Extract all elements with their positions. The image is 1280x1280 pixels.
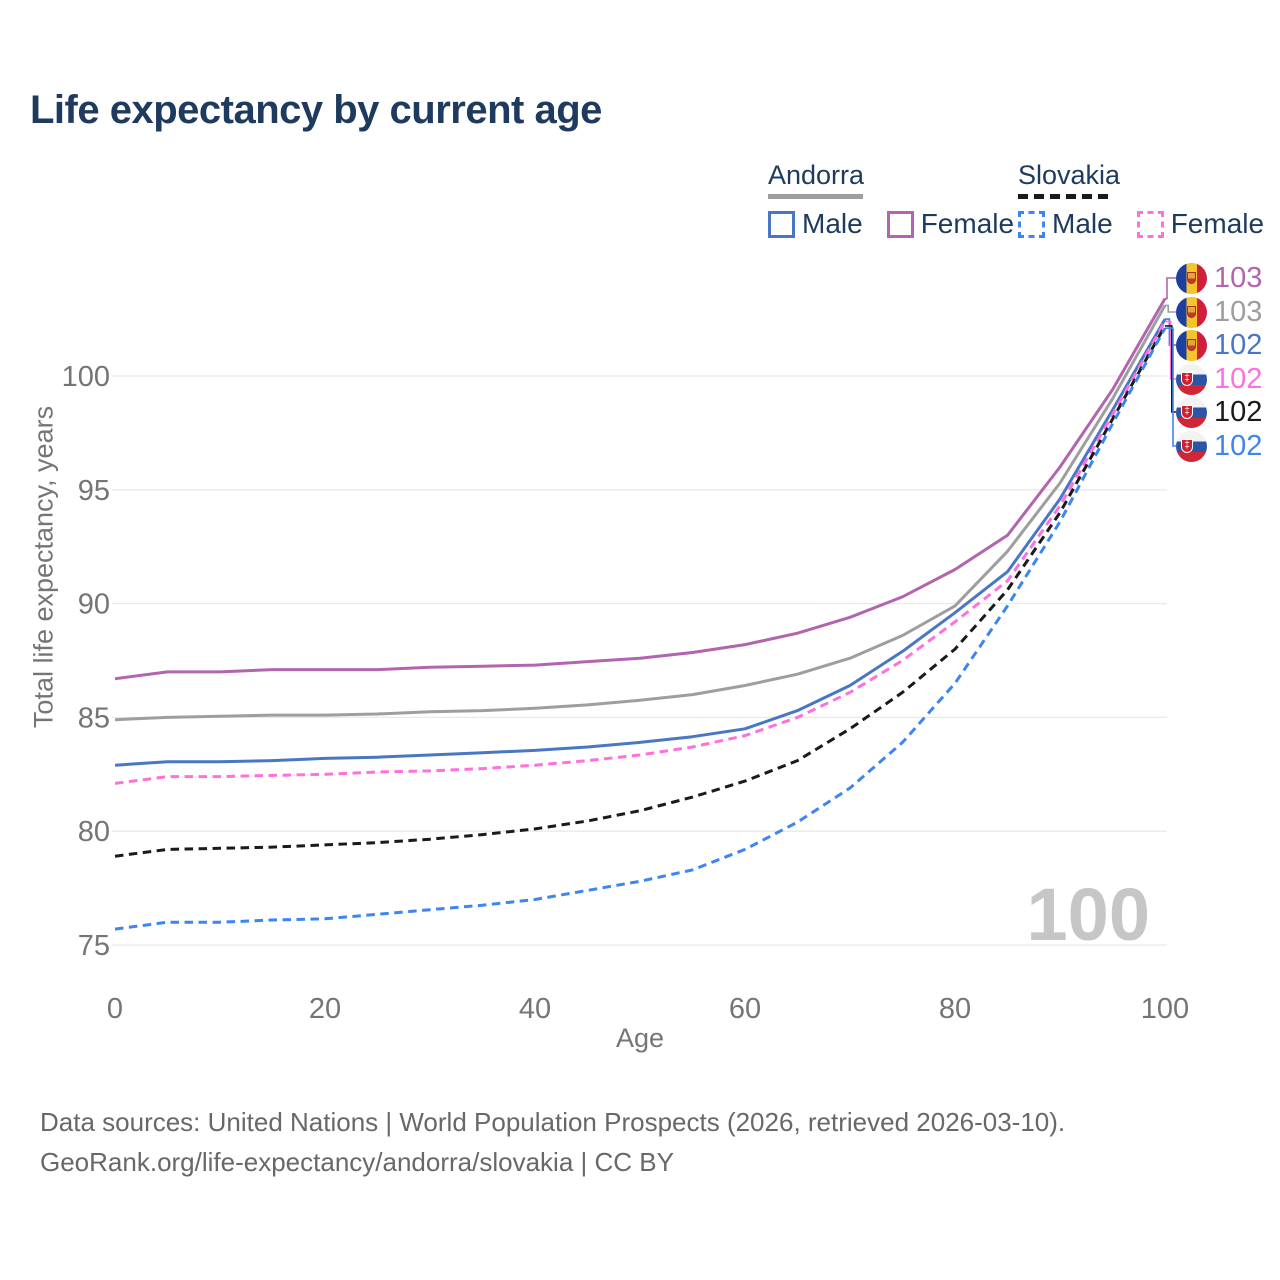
andorra-female-swatch-icon xyxy=(886,210,914,238)
x-tick-label-0: 0 xyxy=(107,993,123,1025)
series-line-slovakia-both-sexes xyxy=(114,325,1167,858)
legend-item-slovakia-female[interactable]: Female xyxy=(1136,208,1265,240)
legend-item-andorra-male[interactable]: Male xyxy=(768,208,863,240)
footer-attribution: GeoRank.org/life-expectancy/andorra/slov… xyxy=(40,1147,674,1177)
series-line-andorra-male xyxy=(114,318,1167,767)
series-line-slovakia-female xyxy=(114,320,1167,785)
x-tick-label-80: 80 xyxy=(939,993,971,1025)
legend-label: Female xyxy=(920,208,1015,239)
legend-label: Female xyxy=(1170,208,1265,239)
legend-item-slovakia-male[interactable]: Male xyxy=(1018,208,1113,240)
x-tick-label-20: 20 xyxy=(309,993,341,1025)
page-title: Life expectancy by current age xyxy=(30,88,602,132)
legend-group-andorra: Andorra Male Female xyxy=(768,160,1014,240)
leader-line-0 xyxy=(1165,277,1176,300)
age-watermark: 100 xyxy=(1026,873,1150,956)
leader-line-1 xyxy=(1165,304,1176,313)
x-tick-label-60: 60 xyxy=(729,993,761,1025)
y-tick-label-100: 100 xyxy=(62,361,110,393)
y-tick-label-95: 95 xyxy=(78,475,110,507)
y-tick-label-80: 80 xyxy=(78,816,110,848)
x-tick-label-100: 100 xyxy=(1141,993,1189,1025)
x-tick-label-40: 40 xyxy=(519,993,551,1025)
legend-item-andorra-female[interactable]: Female xyxy=(886,208,1015,240)
x-axis-title: Age xyxy=(615,1023,665,1053)
andorra-line-style-sample xyxy=(768,194,863,199)
y-tick-label-90: 90 xyxy=(78,589,110,621)
legend-items-andorra: Male Female xyxy=(768,208,1014,240)
legend-country-andorra[interactable]: Andorra xyxy=(768,160,865,190)
leader-line-5 xyxy=(1165,327,1176,447)
y-tick-label-85: 85 xyxy=(78,702,110,734)
legend-label: Male xyxy=(802,208,863,239)
series-line-andorra-female xyxy=(114,297,1167,681)
leader-line-4 xyxy=(1165,325,1176,413)
footer-data-sources: Data sources: United Nations | World Pop… xyxy=(40,1107,1066,1137)
series-line-andorra-both-sexes xyxy=(114,304,1167,722)
leader-line-3 xyxy=(1165,320,1176,380)
legend-group-slovakia: Slovakia Male Female xyxy=(1018,160,1264,240)
series-line-slovakia-male xyxy=(114,327,1167,931)
slovakia-female-swatch-icon xyxy=(1136,210,1164,238)
slovakia-line-style-sample xyxy=(1018,194,1108,199)
andorra-male-swatch-icon xyxy=(768,210,795,238)
footer: Data sources: United Nations | World Pop… xyxy=(40,1102,1065,1182)
y-tick-label-75: 75 xyxy=(78,930,110,962)
slovakia-male-swatch-icon xyxy=(1018,210,1045,238)
legend-items-slovakia: Male Female xyxy=(1018,208,1264,240)
y-axis-title: Total life expectancy, years xyxy=(28,405,59,729)
legend-country-slovakia[interactable]: Slovakia xyxy=(1018,160,1121,190)
legend-label: Male xyxy=(1052,208,1113,239)
